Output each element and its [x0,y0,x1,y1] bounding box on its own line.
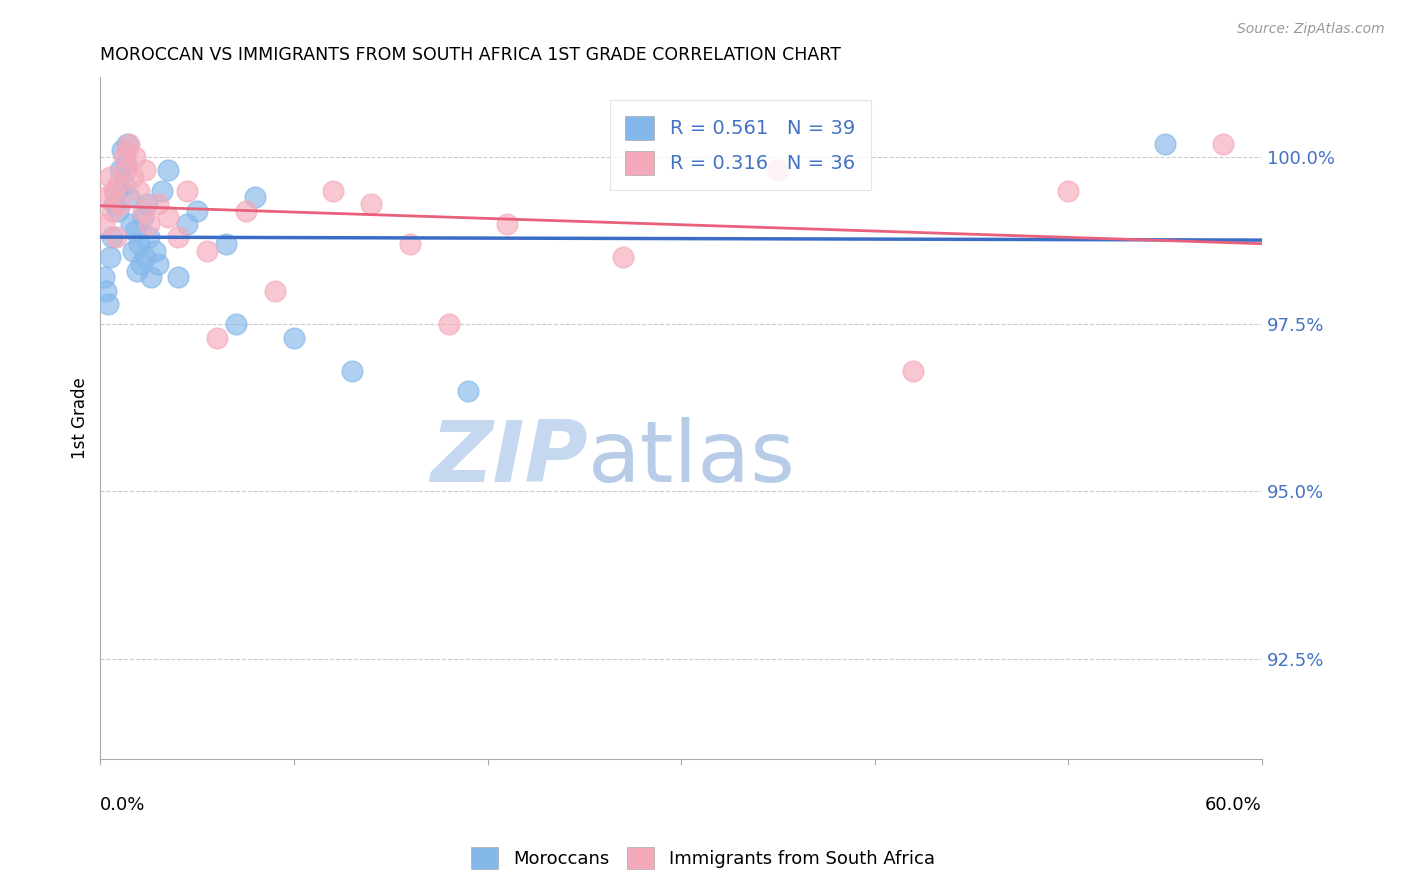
Point [263,284,285,298]
Point [96,190,118,204]
Point [108,197,131,211]
Point [437,317,460,331]
Point [118,136,141,151]
Point [107,203,129,218]
Legend: R = 0.561   N = 39, R = 0.316   N = 36: R = 0.561 N = 39, R = 0.316 N = 36 [610,100,870,191]
Point [1154,136,1177,151]
Point [1057,184,1080,198]
Point [215,237,238,252]
Point [103,184,125,198]
Point [340,364,363,378]
Point [122,170,145,185]
Point [322,184,344,198]
Point [108,163,131,178]
Point [117,136,139,151]
Point [128,184,150,198]
Legend: Moroccans, Immigrants from South Africa: Moroccans, Immigrants from South Africa [463,838,943,879]
Point [143,244,166,258]
Point [157,211,180,225]
Point [96,284,118,298]
Point [766,163,789,178]
Point [138,230,160,244]
Point [132,211,155,225]
Point [111,144,134,158]
Point [139,270,162,285]
Point [93,270,115,285]
Point [134,163,156,178]
Point [127,264,149,278]
Point [166,270,188,285]
Point [496,217,519,231]
Point [124,224,146,238]
Point [148,197,170,211]
Point [205,330,228,344]
Text: MOROCCAN VS IMMIGRANTS FROM SOUTH AFRICA 1ST GRADE CORRELATION CHART: MOROCCAN VS IMMIGRANTS FROM SOUTH AFRICA… [100,46,841,64]
Text: 60.0%: 60.0% [1205,797,1263,814]
Point [120,217,142,231]
Point [135,197,157,211]
Point [124,150,146,164]
Point [129,257,152,271]
Point [104,184,127,198]
Text: atlas: atlas [588,417,796,500]
Point [101,203,124,218]
Y-axis label: 1st Grade: 1st Grade [72,377,89,458]
Point [118,190,141,204]
Point [235,203,257,218]
Point [103,197,125,211]
Point [176,217,198,231]
Point [360,197,382,211]
Point [98,251,121,265]
Point [97,297,120,311]
Point [457,384,479,398]
Point [150,184,173,198]
Point [122,244,145,258]
Point [101,230,124,244]
Point [186,203,208,218]
Point [612,251,634,265]
Point [195,244,218,258]
Text: ZIP: ZIP [430,417,588,500]
Point [157,163,180,178]
Point [245,190,267,204]
Point [104,230,127,244]
Point [134,251,156,265]
Point [903,364,925,378]
Point [128,237,150,252]
Point [117,144,139,158]
Point [283,330,305,344]
Point [1212,136,1234,151]
Point [112,150,135,164]
Point [112,177,135,191]
Point [138,217,160,231]
Point [399,237,422,252]
Point [107,177,129,191]
Point [132,203,155,218]
Point [114,157,136,171]
Point [166,230,188,244]
Point [98,170,121,185]
Text: 0.0%: 0.0% [100,797,146,814]
Point [176,184,198,198]
Point [225,317,247,331]
Text: Source: ZipAtlas.com: Source: ZipAtlas.com [1237,22,1385,37]
Point [114,163,136,178]
Point [93,217,115,231]
Point [148,257,170,271]
